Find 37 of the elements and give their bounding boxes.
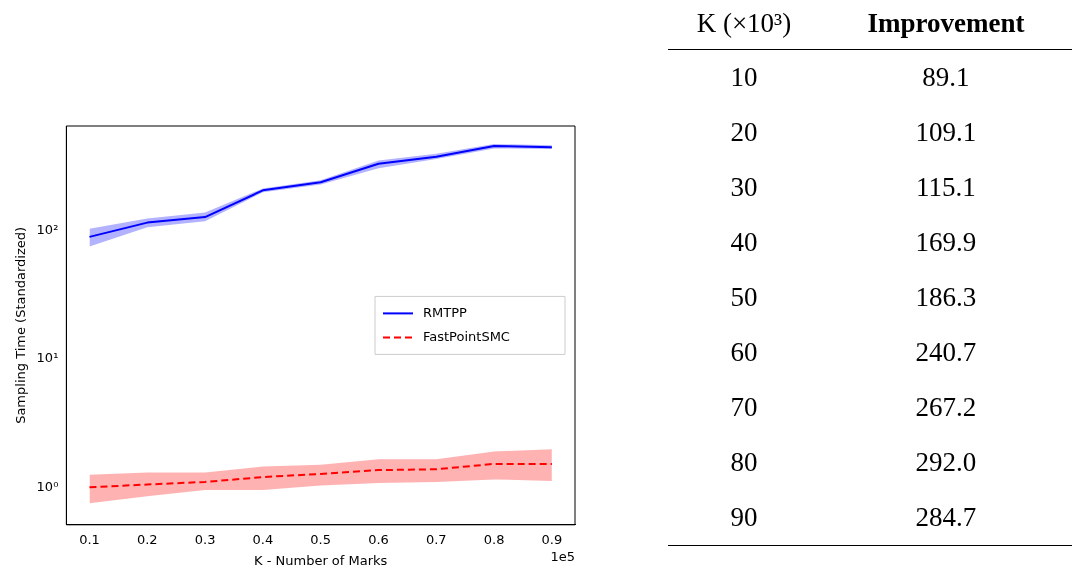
x-tick-label: 0.1 <box>79 531 100 547</box>
y-tick-label: 30 <box>729 171 759 204</box>
data-label: 169.9 <box>914 226 978 259</box>
data-label: 89.1 <box>921 61 971 94</box>
y-tick-label: 20 <box>729 116 759 149</box>
x-tick-label: 0.3 <box>194 531 216 547</box>
y-tick-label: 10⁰ <box>36 478 59 494</box>
y-axis-title: K (×10³) <box>668 0 820 50</box>
data-label: 186.3 <box>914 281 978 314</box>
x-tick-label: 0.9 <box>541 531 563 547</box>
y-tick-label: 40 <box>729 226 759 259</box>
x-axis-title: K - Number of Marks <box>254 552 388 568</box>
x-tick-label: Improvement <box>819 0 1072 50</box>
data-label: 267.2 <box>914 391 978 424</box>
y-tick-label: 80 <box>729 446 759 479</box>
x-tick-label: 0.2 <box>136 531 158 547</box>
data-label: 240.7 <box>914 336 978 369</box>
text: 1e5 <box>550 548 575 564</box>
data-label: 292.0 <box>914 446 978 479</box>
y-tick-label: 10² <box>36 221 59 237</box>
y-axis-title: Sampling Time (Standardized) <box>13 226 29 424</box>
data-label: 115.1 <box>915 171 977 204</box>
data-label: 109.1 <box>914 116 978 149</box>
y-tick-label: 60 <box>729 336 759 369</box>
y-tick-label: 10¹ <box>36 350 59 366</box>
data-label: 284.7 <box>819 490 1072 546</box>
y-tick-label: 50 <box>729 281 759 314</box>
y-tick-label: 90 <box>668 490 820 546</box>
y-tick-label: 70 <box>729 391 759 424</box>
x-tick-label: 0.4 <box>252 531 274 547</box>
y-tick-label: 10 <box>729 61 759 94</box>
x-tick-label: 0.8 <box>483 531 505 547</box>
legend-label: FastPointSMC <box>423 328 510 344</box>
x-tick-label: 0.5 <box>310 531 332 547</box>
x-tick-label: 0.6 <box>368 531 389 547</box>
legend-label: RMTPP <box>423 304 468 320</box>
x-tick-label: 0.7 <box>425 531 447 547</box>
